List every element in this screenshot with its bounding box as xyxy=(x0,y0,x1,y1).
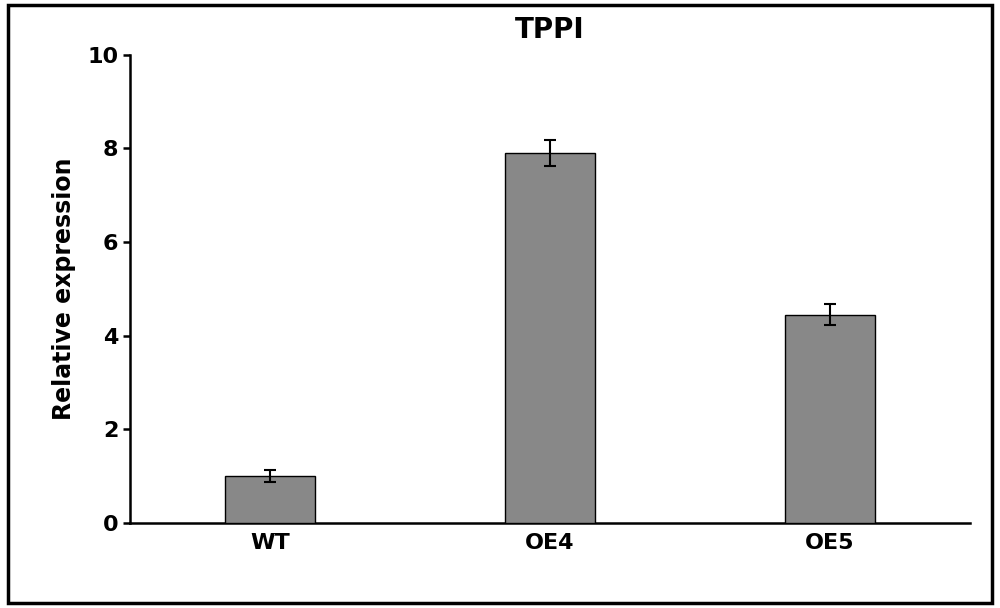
Title: TPPI: TPPI xyxy=(515,16,585,44)
Bar xyxy=(505,153,595,523)
Bar xyxy=(225,476,315,523)
Y-axis label: Relative expression: Relative expression xyxy=(52,157,76,420)
Bar xyxy=(785,314,875,523)
